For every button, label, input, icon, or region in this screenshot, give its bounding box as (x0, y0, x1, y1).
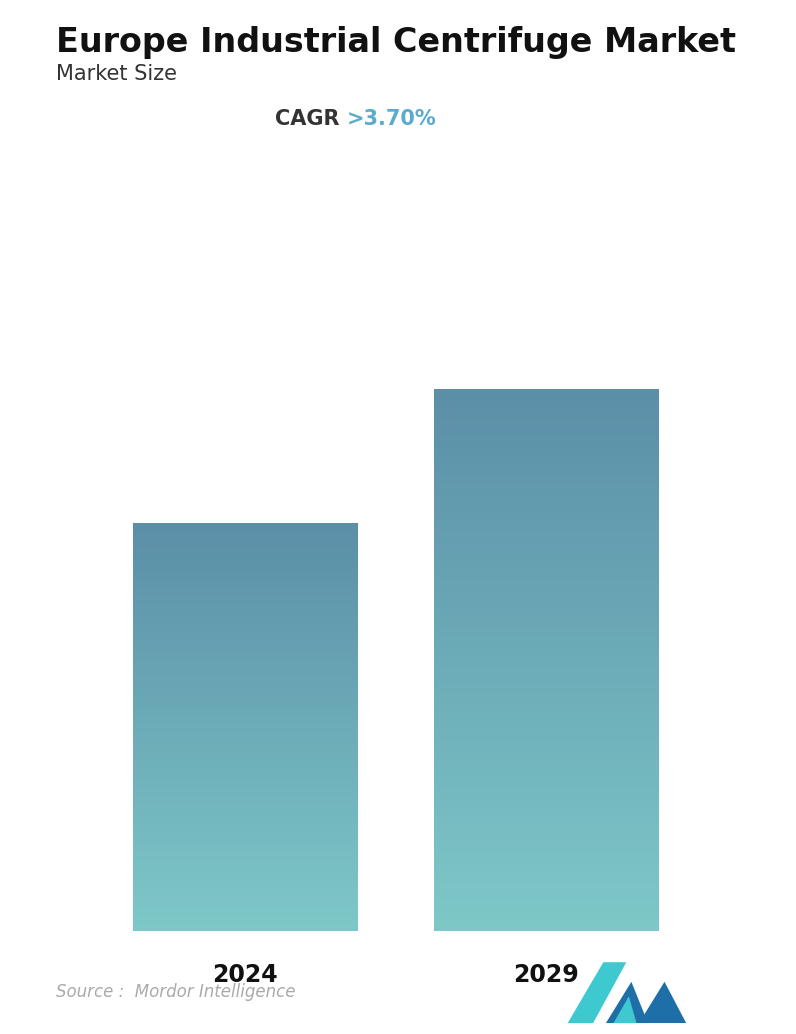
Text: 2029: 2029 (513, 963, 579, 986)
Text: 2024: 2024 (212, 963, 278, 986)
Polygon shape (614, 997, 637, 1023)
Polygon shape (639, 982, 686, 1023)
Polygon shape (568, 963, 626, 1023)
Text: Source :  Mordor Intelligence: Source : Mordor Intelligence (56, 983, 295, 1001)
Text: CAGR: CAGR (275, 109, 346, 128)
Text: Market Size: Market Size (56, 64, 177, 84)
Text: Europe Industrial Centrifuge Market: Europe Industrial Centrifuge Market (56, 26, 736, 59)
Text: >3.70%: >3.70% (346, 109, 436, 128)
Polygon shape (606, 982, 648, 1023)
